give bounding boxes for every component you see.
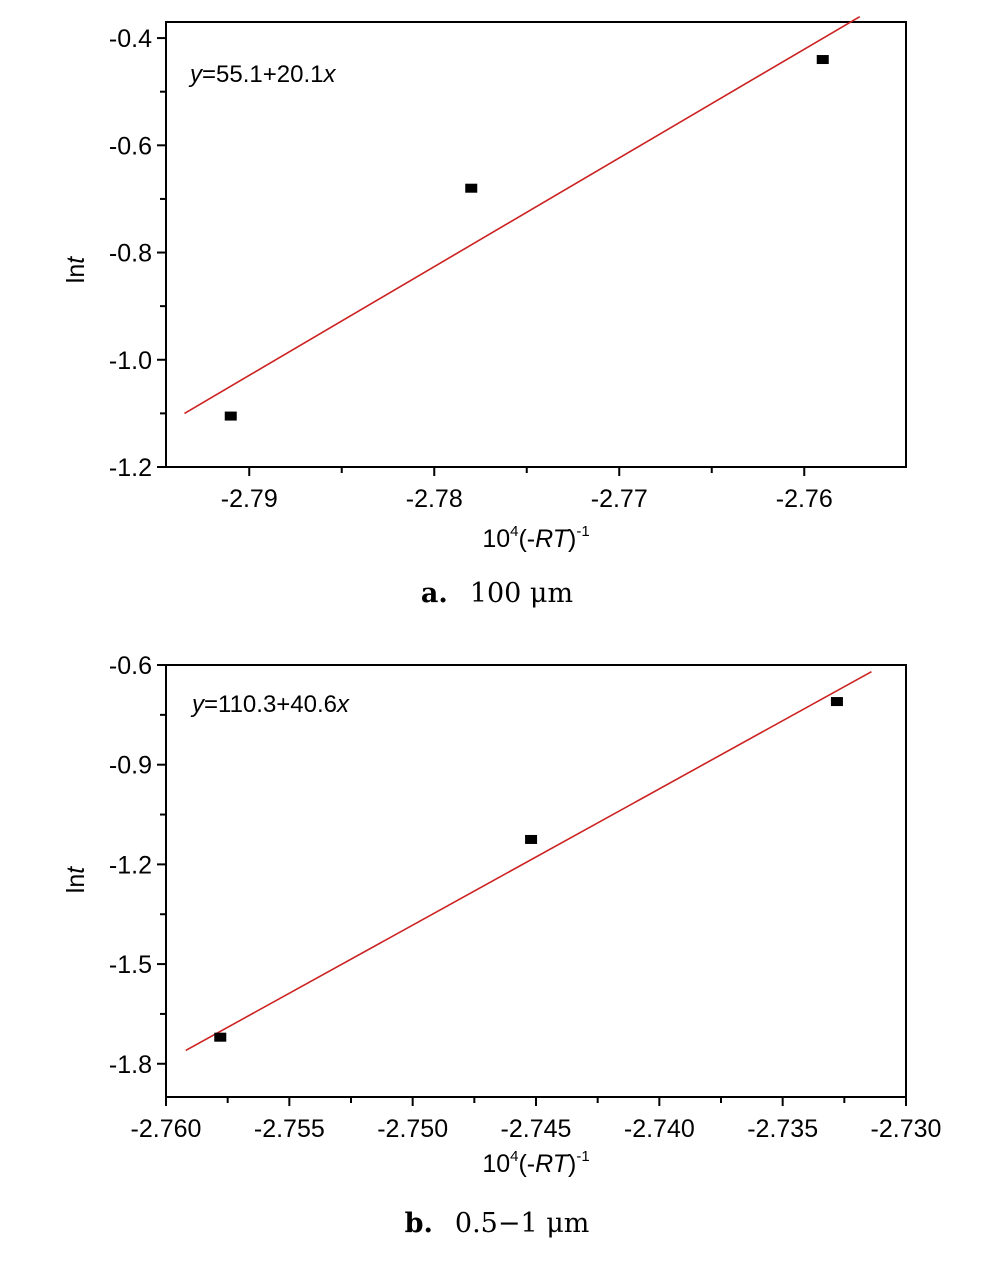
panel-b-data-point: [525, 834, 538, 844]
panel-a-caption: a. 100 μm: [421, 578, 573, 609]
panel-a-equation: y=55.1+20.1x: [188, 61, 336, 88]
panel-a-xtick-label: -2.77: [591, 485, 648, 513]
panel-a-points: [224, 55, 829, 421]
panel-b-x-axis-title: 104(-RT)-1: [482, 1148, 589, 1178]
panel-a-plot-frame: [165, 21, 907, 468]
panel-a-y-axis-title: lnt: [62, 256, 90, 283]
panel-a: -2.79 -2.78 -2.77 -2.76 -1.2 -1.0 -0.8 -0.6 -0.…: [62, 15, 907, 609]
panel-a-ytick-label: -0.6: [109, 132, 152, 160]
panel-a-x-axis-title: 104(-RT)-1: [482, 523, 589, 553]
panel-a-ytick-label: -1.2: [109, 454, 152, 482]
panel-b-xtick-label: -2.730: [871, 1115, 942, 1143]
panel-b-ytick-label: -1.2: [109, 851, 152, 879]
panel-a-data-point: [816, 55, 829, 65]
panel-b-xticks: -2.760 -2.755 -2.750 -2.745 -2.740 -2.735 -2.7…: [131, 1097, 942, 1143]
panel-b-ytick-label: -1.5: [109, 951, 152, 979]
panel-a-xticks: -2.79 -2.78 -2.77 -2.76: [221, 467, 833, 513]
panel-a-fit-line-group: [184, 15, 861, 415]
panel-b-equation: y=110.3+40.6x: [190, 691, 350, 718]
panel-b: -2.760 -2.755 -2.750 -2.745 -2.740 -2.735 -2.7…: [62, 652, 941, 1239]
panel-a-data-point: [465, 183, 478, 193]
panel-b-xtick-label: -2.745: [501, 1115, 572, 1143]
panel-b-points: [214, 697, 843, 1042]
panel-b-xtick-label: -2.750: [377, 1115, 448, 1143]
panel-b-y-axis-title: lnt: [62, 866, 90, 893]
panel-b-plot-frame: [165, 664, 907, 1098]
panel-a-fit-line: [184, 15, 861, 415]
panel-b-data-point: [214, 1032, 227, 1042]
panel-a-data-point: [224, 411, 237, 421]
panel-a-yticks: -1.2 -1.0 -0.8 -0.6 -0.4: [109, 25, 166, 482]
panel-b-ytick-label: -1.8: [109, 1051, 152, 1079]
panel-b-xtick-label: -2.740: [624, 1115, 695, 1143]
panel-a-ytick-label: -0.8: [109, 240, 152, 268]
panel-b-xtick-label: -2.755: [254, 1115, 325, 1143]
panel-b-caption: b. 0.5−1 μm: [405, 1208, 590, 1239]
panel-a-ytick-label: -0.4: [109, 25, 152, 53]
panel-a-ytick-label: -1.0: [109, 347, 152, 375]
panel-b-ytick-label: -0.6: [109, 652, 152, 680]
panel-a-xtick-label: -2.78: [406, 485, 463, 513]
panel-a-xtick-label: -2.79: [221, 485, 278, 513]
panel-a-xtick-label: -2.76: [776, 485, 833, 513]
panel-b-fit-line: [185, 670, 872, 1052]
panel-b-data-point: [830, 697, 843, 707]
panel-b-fit-line-group: [185, 670, 872, 1052]
panel-b-yticks: -1.8 -1.5 -1.2 -0.9 -0.6: [109, 652, 166, 1079]
panel-b-xtick-label: -2.735: [747, 1115, 818, 1143]
panel-b-ytick-label: -0.9: [109, 752, 152, 780]
panel-b-xtick-label: -2.760: [131, 1115, 202, 1143]
